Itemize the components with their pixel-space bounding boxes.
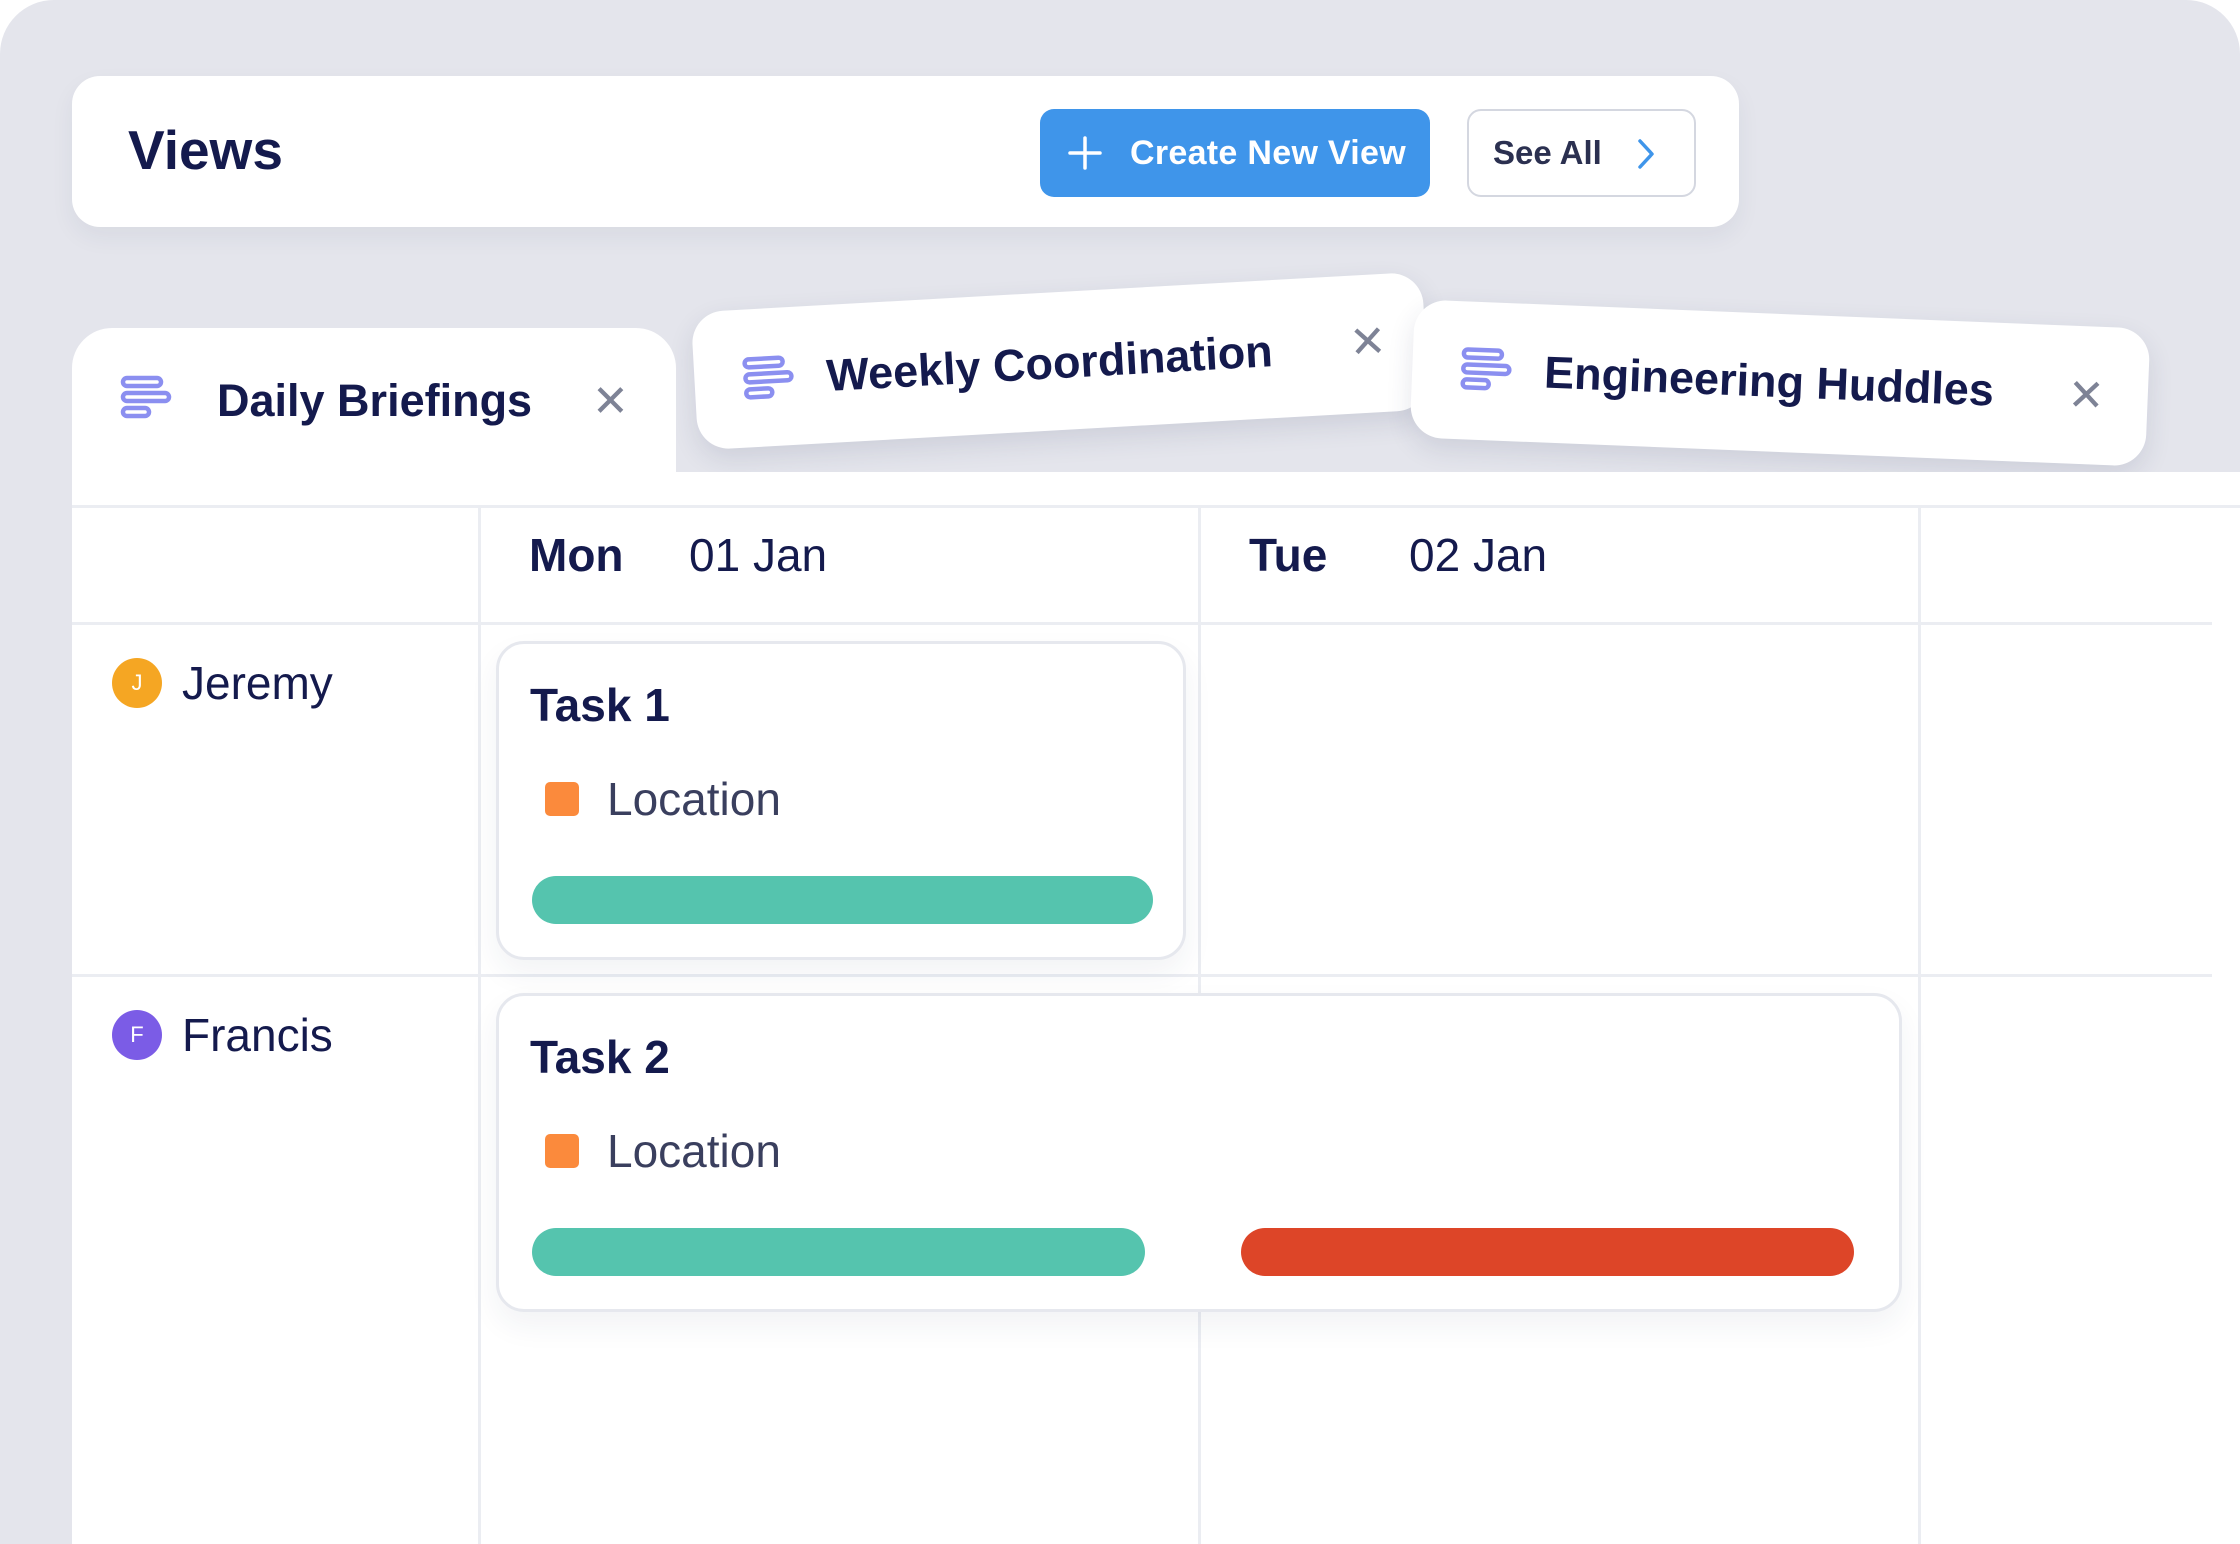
tab-label: Daily Briefings bbox=[217, 375, 533, 426]
plus-icon bbox=[1040, 133, 1130, 173]
see-all-label: See All bbox=[1493, 134, 1602, 171]
task-location: Location bbox=[545, 1124, 781, 1178]
tab-weekly-coordination[interactable]: Weekly Coordination ✕ bbox=[690, 271, 1430, 451]
close-icon[interactable]: ✕ bbox=[2066, 370, 2106, 422]
grid-line bbox=[72, 622, 2212, 625]
task-card-2[interactable]: Task 2 Location bbox=[496, 993, 1902, 1312]
day-name: Tue bbox=[1249, 529, 1328, 581]
task-location: Location bbox=[545, 772, 781, 826]
task-title: Task 2 bbox=[530, 1031, 670, 1083]
grid-line bbox=[1918, 505, 1921, 1544]
grid-line bbox=[72, 505, 2240, 508]
tab-label: Weekly Coordination bbox=[825, 325, 1274, 402]
views-header: Views Create New View See All bbox=[72, 76, 1739, 227]
day-header-mon: Mon 01 Jan bbox=[529, 528, 827, 582]
person-name: Jeremy bbox=[182, 657, 333, 709]
location-icon bbox=[545, 782, 579, 816]
location-label: Location bbox=[607, 1125, 781, 1177]
location-icon bbox=[545, 1134, 579, 1168]
task-bar bbox=[532, 876, 1153, 924]
gantt-icon bbox=[120, 374, 172, 431]
tab-label: Engineering Huddles bbox=[1543, 346, 1995, 416]
day-header-tue: Tue 02 Jan bbox=[1249, 528, 1547, 582]
create-new-view-button[interactable]: Create New View bbox=[1040, 109, 1430, 197]
grid-line bbox=[478, 505, 481, 1544]
location-label: Location bbox=[607, 773, 781, 825]
close-icon[interactable]: ✕ bbox=[592, 377, 629, 426]
tab-engineering-huddles[interactable]: Engineering Huddles ✕ bbox=[1409, 299, 2151, 467]
see-all-button[interactable]: See All bbox=[1467, 109, 1696, 197]
page-title: Views bbox=[128, 119, 283, 181]
create-new-view-label: Create New View bbox=[1130, 133, 1407, 172]
gantt-icon bbox=[741, 353, 796, 413]
avatar: J bbox=[112, 658, 162, 708]
day-date: 02 Jan bbox=[1409, 529, 1548, 581]
task-bar bbox=[532, 1228, 1145, 1276]
task-bar bbox=[1241, 1228, 1854, 1276]
chevron-right-icon bbox=[1636, 137, 1656, 176]
tab-daily-briefings[interactable]: Daily Briefings ✕ bbox=[72, 328, 676, 474]
task-card-1[interactable]: Task 1 Location bbox=[496, 641, 1186, 960]
grid-line bbox=[72, 974, 2212, 977]
close-icon[interactable]: ✕ bbox=[1348, 316, 1388, 368]
person-row-jeremy[interactable]: J Jeremy bbox=[112, 656, 333, 710]
person-row-francis[interactable]: F Francis bbox=[112, 1008, 333, 1062]
avatar: F bbox=[112, 1010, 162, 1060]
person-name: Francis bbox=[182, 1009, 333, 1061]
calendar-grid: Mon 01 Jan Tue 02 Jan J Jeremy F Francis… bbox=[72, 472, 2240, 1544]
day-date: 01 Jan bbox=[689, 529, 828, 581]
task-title: Task 1 bbox=[530, 679, 670, 731]
day-name: Mon bbox=[529, 529, 624, 581]
gantt-icon bbox=[1459, 345, 1513, 404]
